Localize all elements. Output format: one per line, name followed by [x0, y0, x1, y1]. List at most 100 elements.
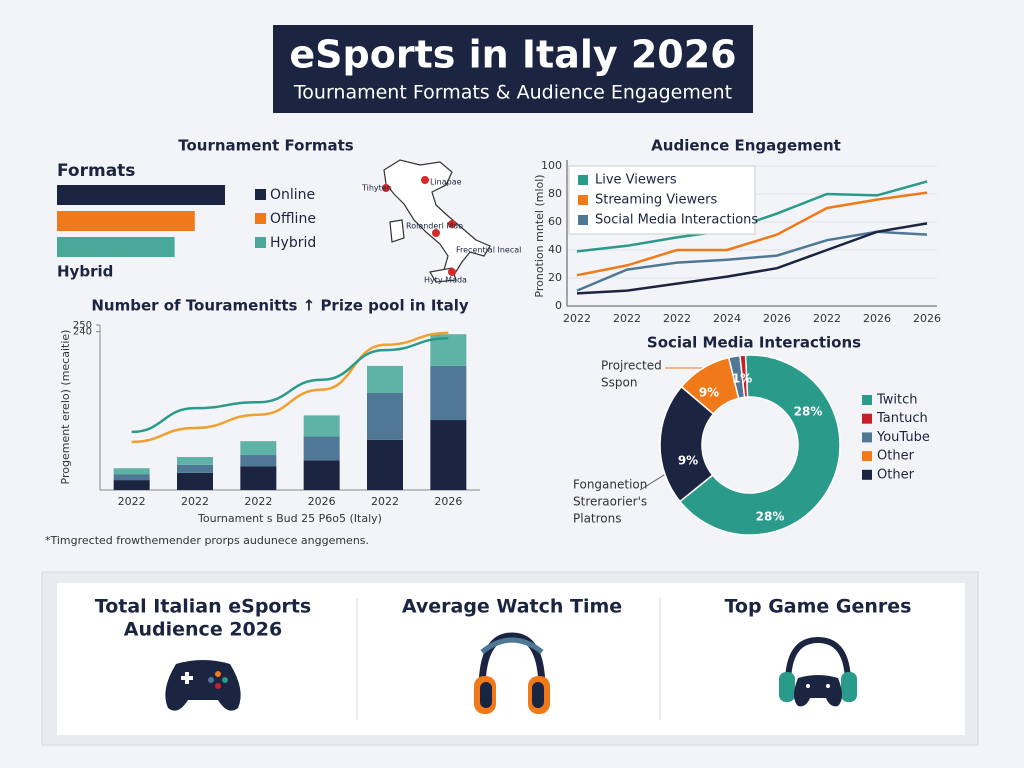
bar: [57, 185, 225, 205]
x-tick-label: 2022: [181, 495, 209, 508]
legend-swatch: [862, 432, 872, 443]
controller-icon: [165, 660, 241, 711]
x-tick-label: 2026: [913, 312, 941, 325]
stacked-bar-segment: [367, 365, 403, 393]
legend-label: Hybrid: [270, 235, 316, 251]
slice-label: 1%: [732, 372, 752, 386]
legend-label: Live Viewers: [595, 173, 677, 188]
legend-swatch: [578, 195, 588, 205]
line-series: [131, 336, 449, 434]
legend-swatch: [578, 215, 588, 225]
stacked-bar-segment: [177, 472, 213, 490]
stacked-bar-segment: [177, 464, 213, 473]
donut-slice: [678, 354, 841, 536]
header-box: [273, 25, 753, 113]
card-title: Audience 2026: [124, 619, 282, 641]
legend-swatch: [255, 189, 266, 200]
x-tick-label: 2022: [663, 312, 691, 325]
headphones-icon: [474, 632, 550, 714]
chart-title: Tournament Formats: [178, 137, 354, 155]
x-tick-label: 2024: [713, 312, 741, 325]
y-tick-label: 80: [548, 187, 562, 200]
map-label: Rolanderl Mao: [406, 222, 463, 231]
bottom-card-area: [57, 583, 965, 735]
stacked-bar-segment: [303, 436, 340, 461]
legend-label: Other: [877, 449, 915, 464]
map-dot: [382, 184, 390, 192]
x-tick-label: 2022: [813, 312, 841, 325]
legend-swatch: [862, 469, 872, 480]
legend-label: YouTube: [876, 430, 930, 445]
callout-text: Fonganetion: [573, 478, 647, 492]
callout-text: Streraorier's: [573, 495, 647, 509]
map-label: Hyty Mada: [424, 276, 467, 285]
stacked-bar-segment: [367, 439, 403, 490]
legend-swatch: [862, 395, 872, 405]
stacked-bar-segment: [113, 474, 150, 481]
legend-label: Online: [270, 187, 315, 203]
y-tick-label: 20: [548, 271, 562, 284]
y-tick-label: 40: [548, 243, 562, 256]
stacked-bar-segment: [113, 468, 150, 475]
legend-label: Streaming Viewers: [595, 193, 717, 208]
line-series: [576, 230, 928, 292]
legend-swatch: [255, 237, 266, 248]
stacked-bar-segment: [430, 365, 467, 421]
stacked-bar-segment: [113, 480, 150, 490]
map-outline: [383, 159, 491, 279]
x-tick-label: 2026: [308, 495, 336, 508]
stacked-bar-segment: [177, 457, 213, 465]
x-tick-label: 2022: [613, 312, 641, 325]
line-series: [576, 222, 928, 295]
callout-text: Projrected: [601, 359, 662, 373]
legend-swatch: [255, 213, 266, 224]
callout-text: Sspon: [601, 376, 637, 390]
card-title: Total Italian eSports: [95, 596, 311, 618]
map-island: [389, 219, 405, 243]
map-label: Linapae: [430, 178, 462, 187]
bar: [57, 237, 175, 257]
slice-label: 9%: [678, 454, 698, 468]
map-dot: [432, 229, 440, 237]
x-tick-label: 2022: [118, 495, 146, 508]
stacked-bar-segment: [240, 455, 277, 467]
x-axis-label: Tournament s Bud 25 P6o5 (Italy): [197, 512, 382, 525]
axis-label: Formats: [57, 161, 135, 181]
legend-swatch: [862, 451, 872, 462]
card-title: Top Game Genres: [725, 596, 912, 618]
y-tick-label: 60: [548, 215, 562, 228]
x-tick-label: 2022: [371, 495, 399, 508]
stacked-bar-segment: [240, 466, 277, 490]
slice-label: 28%: [756, 510, 785, 524]
gaming-headset-icon: [779, 636, 857, 707]
legend-label: Tantuch: [876, 411, 928, 426]
x-tick-label: 2026: [763, 312, 791, 325]
legend-swatch: [578, 175, 588, 185]
y-tick-label: 0: [555, 299, 562, 312]
page-title: eSports in Italy 2026: [289, 33, 736, 77]
footnote: *Timgrected frowthemender prorps audunec…: [45, 534, 369, 547]
italy-map: Tihyten Linapae Rolanderl Mao Frecential…: [361, 159, 521, 285]
stacked-bar-segment: [303, 460, 340, 490]
stacked-bar-segment: [430, 420, 467, 490]
y-tick-label: 250: [73, 320, 92, 331]
bar: [57, 211, 195, 231]
map-dot: [448, 220, 456, 228]
chart-title: Audience Engagement: [651, 137, 841, 155]
x-tick-label: 2022: [563, 312, 591, 325]
legend-label: Other: [877, 467, 915, 482]
map-dot: [448, 268, 456, 276]
legend-label: Social Media Interactions: [595, 213, 758, 228]
slice-label: 9%: [699, 386, 719, 400]
x-tick-label: 2026: [863, 312, 891, 325]
axis-label: Hybrid: [57, 263, 113, 281]
y-axis-label: Pronotion mntel (mlol): [533, 174, 546, 297]
line-series: [131, 331, 449, 444]
legend-box: [568, 165, 756, 235]
line-series: [576, 191, 928, 277]
map-label: Tihyten: [361, 184, 392, 193]
legend-label: Offline: [270, 211, 316, 227]
y-tick-label: 100: [541, 159, 562, 172]
map-dot: [421, 176, 429, 184]
